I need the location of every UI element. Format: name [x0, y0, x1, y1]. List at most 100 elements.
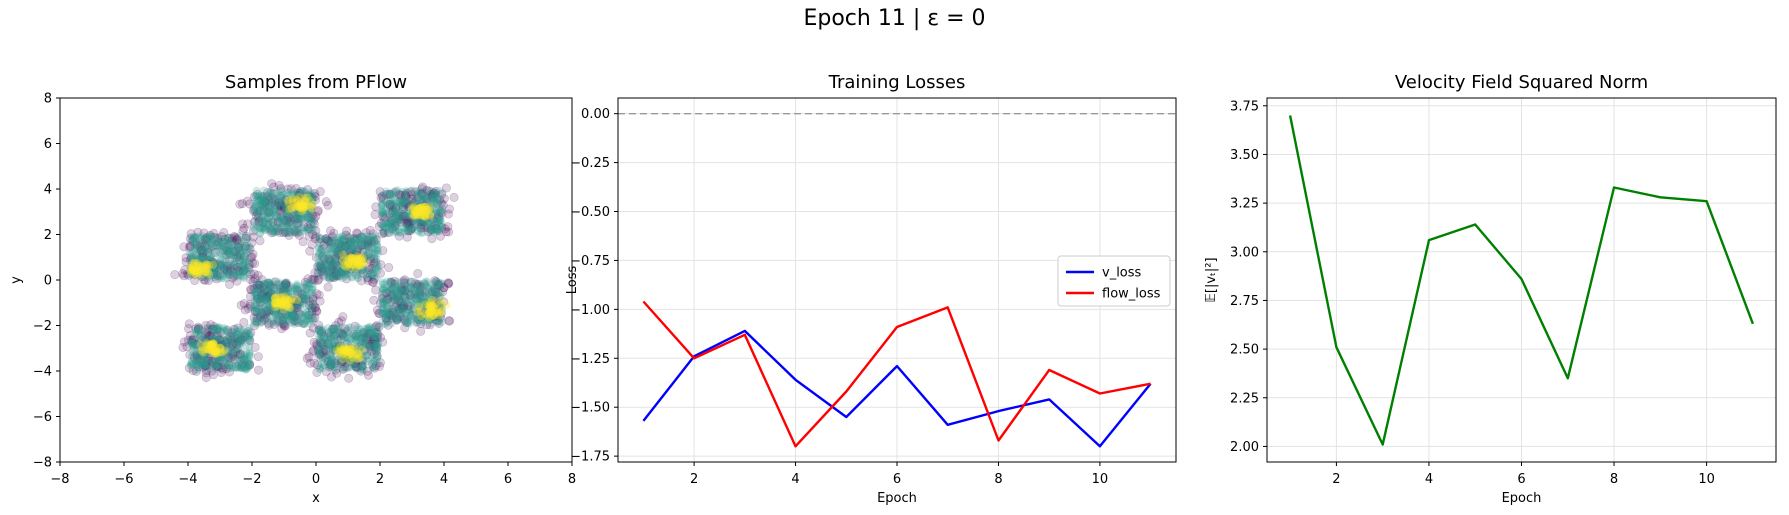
scatter-point [235, 238, 244, 247]
scatter-point [441, 227, 451, 237]
scatter-point [388, 212, 397, 221]
scatter-point [324, 237, 333, 246]
scatter-point [254, 192, 263, 201]
scatter-point [387, 199, 396, 208]
scatter-point [379, 229, 388, 238]
scatter-point [260, 223, 269, 232]
scatter-point [341, 271, 350, 280]
scatter-point [275, 228, 285, 238]
scatter-point [356, 254, 365, 263]
scatter-point [256, 191, 265, 200]
scatter-point [339, 250, 348, 259]
scatter-point [418, 182, 428, 192]
scatter-point [239, 272, 248, 281]
scatter-point [238, 226, 248, 236]
scatter-point [271, 200, 281, 210]
scatter-point [353, 245, 363, 255]
scatter-point [363, 357, 372, 366]
scatter-point [294, 197, 303, 206]
scatter-point [178, 269, 188, 279]
scatter-point [353, 255, 362, 264]
scatter-point [272, 188, 281, 197]
scatter-point [338, 251, 348, 261]
scatter-point [274, 180, 284, 190]
scatter-point [342, 262, 351, 271]
scatter-point [321, 266, 330, 275]
scatter-point [386, 219, 395, 228]
scatter-point [203, 264, 212, 273]
scatter-point [181, 253, 191, 263]
scatter-point [337, 252, 346, 261]
scatter-point [340, 270, 349, 279]
scatter-point [418, 195, 427, 204]
scatter-point [354, 354, 363, 363]
scatter-point [340, 249, 350, 259]
scatter-point [351, 228, 361, 238]
scatter-point [426, 208, 435, 217]
scatter-point [412, 200, 421, 209]
scatter-point [443, 222, 453, 232]
scatter-point [187, 269, 196, 278]
scatter-point [348, 234, 357, 243]
scatter-point [347, 254, 356, 263]
scatter-point [300, 203, 310, 213]
scatter-point [198, 266, 207, 275]
scatter-point [344, 239, 353, 248]
scatter-point [372, 240, 381, 249]
scatter-point [347, 237, 356, 246]
scatter-point [186, 250, 195, 259]
scatter-point [329, 261, 338, 270]
scatter-point [332, 245, 341, 254]
scatter-point [362, 232, 371, 241]
scatter-point [191, 239, 200, 248]
scatter-point [198, 247, 208, 257]
scatter-point [295, 189, 305, 199]
scatter-point [325, 256, 335, 266]
scatter-point [249, 192, 259, 202]
scatter-point [342, 243, 351, 252]
scatter-point [192, 266, 201, 275]
scatter-point [229, 261, 239, 271]
scatter-point [241, 231, 251, 241]
scatter-point [243, 268, 252, 277]
scatter-point [358, 268, 368, 278]
scatter-point [195, 261, 204, 270]
scatter-point [303, 200, 312, 209]
scatter-point [253, 352, 263, 362]
scatter-point [300, 208, 309, 217]
scatter-point [357, 330, 366, 339]
scatter-point [197, 247, 206, 256]
scatter-point [327, 254, 336, 263]
scatter-point [221, 267, 230, 276]
scatter-point [318, 244, 328, 254]
scatter-point [257, 308, 266, 317]
scatter-point [303, 201, 312, 210]
scatter-point [235, 271, 244, 280]
scatter-point [201, 273, 210, 282]
legend-label: flow_loss [1102, 287, 1161, 302]
x-tick-label: −6 [114, 472, 133, 487]
scatter-point [431, 198, 440, 207]
scatter-point [238, 261, 248, 271]
scatter-point [320, 266, 329, 275]
scatter-point [394, 208, 403, 217]
scatter-point [261, 205, 270, 214]
scatter-point [208, 270, 217, 279]
scatter-point [372, 255, 381, 264]
scatter-point [183, 269, 193, 279]
scatter-point [213, 325, 222, 334]
scatter-point [398, 197, 407, 206]
scatter-point [262, 210, 271, 219]
scatter-point [342, 269, 351, 278]
scatter-point [276, 217, 285, 226]
scatter-point [300, 197, 309, 206]
scatter-point [205, 261, 214, 270]
scatter-point [395, 216, 404, 225]
scatter-point [219, 265, 229, 275]
scatter-point [200, 234, 210, 244]
scatter-point [215, 358, 224, 367]
scatter-point [379, 222, 388, 231]
scatter-point [266, 281, 276, 291]
scatter-point [217, 241, 226, 250]
scatter-point [199, 275, 209, 285]
